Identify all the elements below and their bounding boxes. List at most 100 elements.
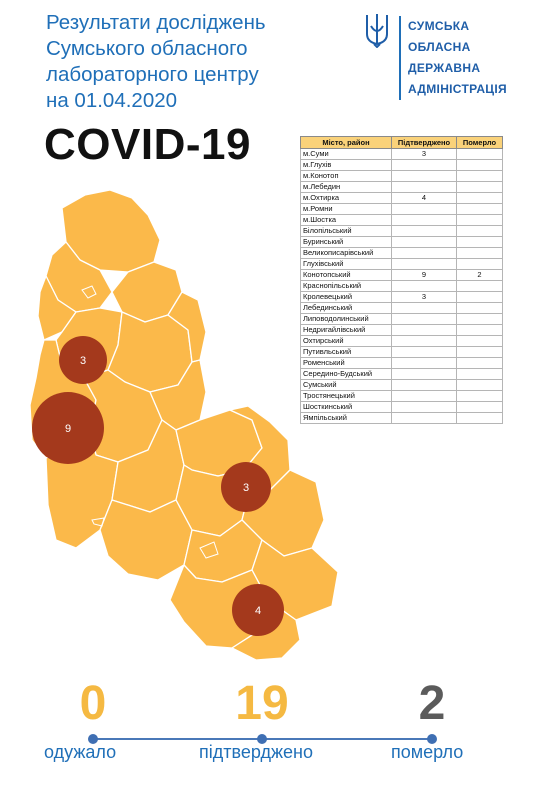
- died-cell: [456, 357, 503, 369]
- district-name-cell: Краснопільський: [300, 280, 392, 292]
- marker-label: 3: [80, 355, 86, 367]
- table-row: Роменський: [300, 357, 503, 369]
- died-cell: [456, 280, 503, 292]
- died-cell: [456, 324, 503, 336]
- confirmed-cell: [391, 280, 457, 292]
- district-name-cell: м.Конотоп: [300, 170, 392, 182]
- died-cell: [456, 401, 503, 413]
- confirmed-cell: [391, 401, 457, 413]
- org-line: СУМСЬКА: [408, 19, 470, 33]
- district-name-cell: Путивльський: [300, 346, 392, 358]
- died-cell: [456, 192, 503, 204]
- confirmed-cell: [391, 159, 457, 171]
- marker-circle: [32, 392, 104, 464]
- died-cell: [456, 258, 503, 270]
- case-markers: 3 9 3 4: [32, 336, 284, 636]
- title-line: Результати досліджень: [46, 11, 266, 34]
- trident-icon: [366, 14, 388, 48]
- table-row: Липоводолинський: [300, 313, 503, 325]
- table-row: Глухівський: [300, 258, 503, 270]
- title-line: на 01.04.2020: [46, 89, 178, 112]
- table-row: Конотопський 9 2: [300, 269, 503, 281]
- column-header: Підтверджено: [391, 136, 457, 149]
- died-cell: [456, 247, 503, 259]
- case-marker: 4: [232, 584, 284, 636]
- district-name-cell: Сумський: [300, 379, 392, 391]
- confirmed-cell: [391, 302, 457, 314]
- district-shape: [167, 291, 207, 363]
- confirmed-cell: 9: [391, 269, 457, 281]
- died-cell: [456, 412, 503, 424]
- district-name-cell: Білопільський: [300, 225, 392, 237]
- district-name-cell: м.Ромни: [300, 203, 392, 215]
- died-cell: [456, 390, 503, 402]
- column-header: Померло: [456, 136, 503, 149]
- died-cell: [456, 313, 503, 325]
- district-name-cell: Недригайлівський: [300, 324, 392, 336]
- confirmed-cell: 3: [391, 291, 457, 303]
- table-row: Недригайлівський: [300, 324, 503, 336]
- table-row: м.Глухів: [300, 159, 503, 171]
- marker-circle: [221, 462, 271, 512]
- district-name-cell: м.Лебедин: [300, 181, 392, 193]
- district-name-cell: м.Суми: [300, 148, 392, 160]
- table-row: Охтирський: [300, 335, 503, 347]
- district-name-cell: Середино-Будський: [300, 368, 392, 380]
- died-cell: 2: [456, 269, 503, 281]
- table-header-row: Місто, район Підтверджено Померло: [300, 136, 503, 149]
- died-cell: [456, 214, 503, 226]
- confirmed-cell: [391, 335, 457, 347]
- district-name-cell: м.Шостка: [300, 214, 392, 226]
- confirmed-cell: [391, 357, 457, 369]
- district-name-cell: Роменський: [300, 357, 392, 369]
- table-row: Лебединський: [300, 302, 503, 314]
- marker-label: 9: [65, 423, 71, 435]
- confirmed-cell: [391, 346, 457, 358]
- table-row: Ямпільський: [300, 412, 503, 424]
- died-cell: [456, 291, 503, 303]
- died-cell: [456, 148, 503, 160]
- title-line: Сумського обласного: [46, 37, 248, 60]
- died-cell: [456, 170, 503, 182]
- table-row: Шосткинський: [300, 401, 503, 413]
- case-marker: 3: [221, 462, 271, 512]
- confirmed-label: підтверджено: [199, 742, 313, 762]
- org-line: АДМІНІСТРАЦІЯ: [408, 82, 507, 96]
- region-map: 3 9 3 4: [29, 189, 339, 661]
- report-title: Результати досліджень Сумського обласног…: [46, 10, 306, 114]
- recovered-count: 0: [79, 677, 107, 730]
- confirmed-cell: [391, 225, 457, 237]
- confirmed-cell: [391, 313, 457, 325]
- title-line: лабораторного центру: [46, 63, 259, 86]
- case-marker: 3: [59, 336, 107, 384]
- confirmed-cell: [391, 181, 457, 193]
- table-row: Краснопільський: [300, 280, 503, 292]
- table-row: м.Конотоп: [300, 170, 503, 182]
- district-name-cell: Охтирський: [300, 335, 392, 347]
- confirmed-cell: [391, 203, 457, 215]
- deaths-label: померло: [391, 742, 464, 762]
- died-cell: [456, 159, 503, 171]
- table-row: м.Шостка: [300, 214, 503, 226]
- district-name-cell: Конотопський: [300, 269, 392, 281]
- timeline-dot: [427, 734, 437, 744]
- table-row: м.Лебедин: [300, 181, 503, 193]
- district-name-cell: Кролевецький: [300, 291, 392, 303]
- confirmed-count: 19: [235, 677, 289, 730]
- org-line: ОБЛАСНА: [408, 40, 471, 54]
- district-name-cell: Глухівський: [300, 258, 392, 270]
- died-cell: [456, 379, 503, 391]
- district-name-cell: м.Глухів: [300, 159, 392, 171]
- confirmed-cell: [391, 170, 457, 182]
- table-row: Середино-Будський: [300, 368, 503, 380]
- died-cell: [456, 203, 503, 215]
- table-row: Великописарівський: [300, 247, 503, 259]
- district-name-cell: Буринський: [300, 236, 392, 248]
- table-row: м.Суми 3: [300, 148, 503, 160]
- headline: COVID-19: [44, 120, 251, 169]
- died-cell: [456, 335, 503, 347]
- org-divider: [399, 16, 401, 100]
- confirmed-cell: 4: [391, 192, 457, 204]
- table-row: Путивльський: [300, 346, 503, 358]
- confirmed-cell: [391, 214, 457, 226]
